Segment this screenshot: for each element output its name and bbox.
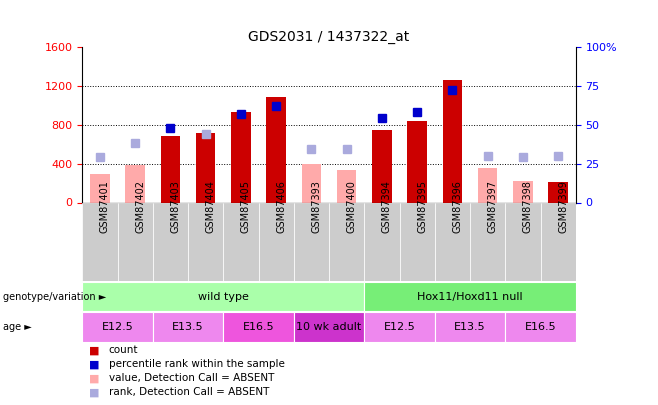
Bar (365, 282, 576, 311)
Bar (266, 97, 286, 202)
Bar (223, 202, 259, 281)
Bar (443, 80, 462, 202)
Text: wild type: wild type (198, 292, 249, 302)
Text: GSM87394: GSM87394 (382, 180, 392, 233)
Text: GSM87403: GSM87403 (170, 180, 180, 233)
Bar (470, 202, 505, 281)
Text: percentile rank within the sample: percentile rank within the sample (109, 359, 284, 369)
Bar (505, 202, 540, 281)
Text: E12.5: E12.5 (101, 322, 134, 332)
Bar (231, 112, 251, 202)
Bar (90, 174, 110, 202)
Bar (188, 202, 223, 281)
Text: GSM87396: GSM87396 (453, 180, 463, 233)
Text: E13.5: E13.5 (172, 322, 204, 332)
Text: GSM87402: GSM87402 (135, 180, 145, 233)
Text: GSM87398: GSM87398 (523, 180, 533, 233)
Bar (365, 313, 435, 342)
Bar (196, 133, 215, 202)
Text: GSM87405: GSM87405 (241, 180, 251, 233)
Bar (82, 282, 365, 311)
Text: ■: ■ (89, 359, 99, 369)
Bar (301, 164, 321, 202)
Text: ■: ■ (89, 387, 99, 397)
Bar (372, 130, 392, 202)
Text: E16.5: E16.5 (524, 322, 556, 332)
Text: GSM87406: GSM87406 (276, 180, 286, 233)
Bar (259, 202, 293, 281)
Text: Hox11/Hoxd11 null: Hox11/Hoxd11 null (417, 292, 523, 302)
Text: GSM87393: GSM87393 (311, 180, 321, 233)
Bar (540, 202, 576, 281)
Bar (126, 166, 145, 202)
Text: rank, Detection Call = ABSENT: rank, Detection Call = ABSENT (109, 387, 269, 397)
Text: 10 wk adult: 10 wk adult (296, 322, 362, 332)
Text: GSM87400: GSM87400 (347, 180, 357, 233)
Bar (513, 181, 532, 202)
Text: age ►: age ► (3, 322, 32, 332)
Text: GSM87397: GSM87397 (488, 180, 497, 233)
Bar (407, 121, 427, 202)
Bar (293, 202, 329, 281)
Bar (505, 313, 576, 342)
Text: GSM87404: GSM87404 (205, 180, 216, 233)
Text: E13.5: E13.5 (454, 322, 486, 332)
Text: E12.5: E12.5 (384, 322, 415, 332)
Text: value, Detection Call = ABSENT: value, Detection Call = ABSENT (109, 373, 274, 383)
Text: genotype/variation ►: genotype/variation ► (3, 292, 107, 302)
Bar (478, 168, 497, 202)
Bar (399, 202, 435, 281)
Bar (435, 313, 505, 342)
Bar (435, 202, 470, 281)
Text: GSM87401: GSM87401 (100, 180, 110, 233)
Bar (329, 202, 365, 281)
Bar (82, 202, 118, 281)
Bar (153, 202, 188, 281)
Bar (293, 313, 365, 342)
Bar (548, 182, 568, 202)
Text: E16.5: E16.5 (243, 322, 274, 332)
Text: count: count (109, 345, 138, 355)
Text: GSM87399: GSM87399 (558, 180, 568, 233)
Text: GSM87395: GSM87395 (417, 180, 427, 233)
Bar (337, 171, 357, 202)
Bar (153, 313, 223, 342)
Bar (365, 202, 399, 281)
Text: ■: ■ (89, 345, 99, 355)
Bar (82, 313, 153, 342)
Bar (118, 202, 153, 281)
Bar (223, 313, 293, 342)
Text: ■: ■ (89, 373, 99, 383)
Bar (161, 136, 180, 202)
Title: GDS2031 / 1437322_at: GDS2031 / 1437322_at (248, 30, 410, 44)
